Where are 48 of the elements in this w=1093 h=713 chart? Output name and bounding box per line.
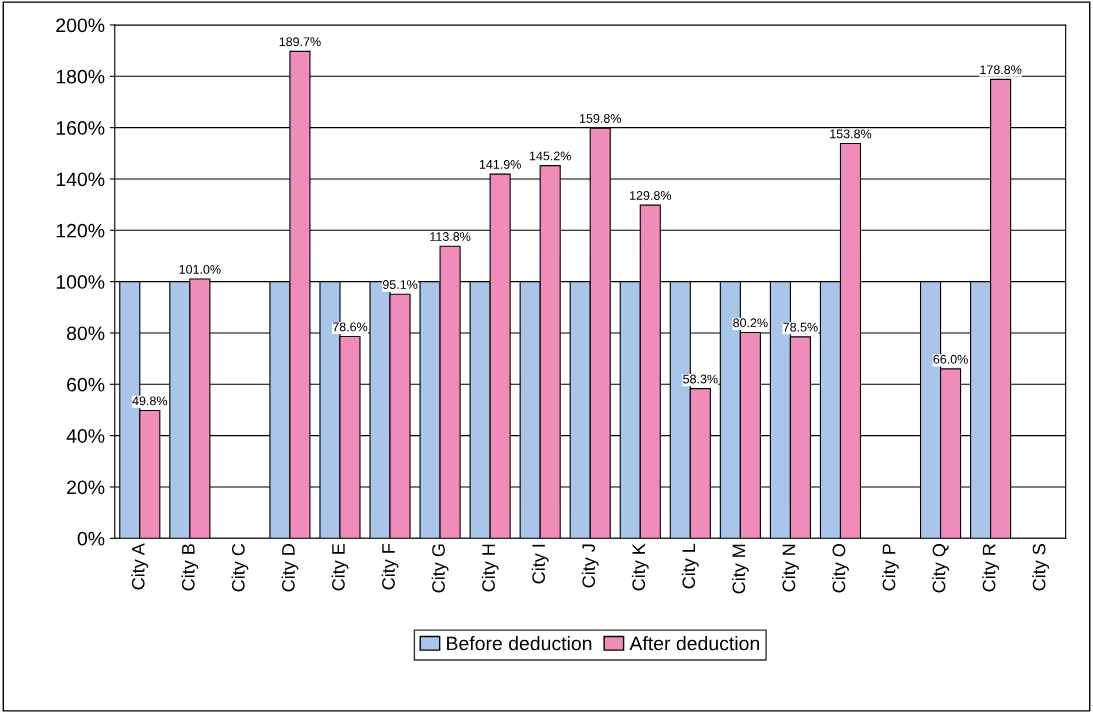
x-tick-label: City Q	[932, 544, 949, 593]
data-label: 80.2%	[733, 318, 768, 328]
data-label: 189.7%	[279, 37, 321, 47]
data-label: 58.3%	[683, 374, 718, 384]
x-tick-label: City H	[481, 544, 499, 592]
data-label: 145.2%	[529, 151, 571, 161]
data-label: 113.8%	[430, 232, 471, 241]
data-label: 78.6%	[332, 322, 368, 332]
data-label: 66.0%	[933, 354, 968, 364]
y-tick-label: 180%	[56, 69, 105, 84]
y-tick-label: 60%	[67, 377, 105, 392]
y-tick-label: 140%	[56, 172, 105, 187]
x-tick-label: City R	[982, 544, 1000, 592]
y-tick-label: 40%	[66, 429, 105, 443]
data-label: 178.8%	[980, 65, 1022, 75]
x-tick-label: City J	[581, 544, 599, 588]
y-tick-label: 20%	[67, 480, 105, 495]
data-label: 78.5%	[783, 322, 818, 332]
legend-label: Before deduction	[447, 636, 592, 651]
x-tick-label: City L	[681, 543, 699, 589]
x-tick-label: City D	[281, 544, 299, 592]
x-tick-label: City I	[531, 544, 549, 584]
y-tick-label: 120%	[56, 223, 105, 238]
y-tick-label: 100%	[56, 275, 105, 289]
data-label: 141.9%	[479, 159, 521, 169]
y-tick-label: 160%	[56, 121, 105, 135]
x-tick-label: City G	[431, 544, 449, 593]
y-tick-label: 200%	[56, 18, 105, 33]
data-label: 95.1%	[382, 280, 418, 289]
data-label: 129.8%	[630, 191, 672, 200]
x-tick-label: City A	[131, 543, 149, 590]
legend-label: After deduction	[629, 636, 759, 651]
x-tick-label: City F	[381, 543, 399, 590]
data-label: 153.8%	[830, 129, 872, 139]
x-tick-label: City M	[731, 544, 749, 594]
data-label: 159.8%	[579, 114, 621, 123]
x-tick-label: City K	[631, 543, 649, 591]
x-tick-label: City N	[782, 544, 799, 592]
data-label: 101.0%	[179, 264, 221, 274]
x-tick-label: City E	[331, 543, 349, 591]
x-tick-label: City O	[832, 544, 849, 593]
x-tick-label: City C	[231, 543, 249, 592]
y-tick-label: 80%	[66, 326, 105, 341]
y-tick-label: 0%	[77, 531, 105, 546]
x-tick-label: City S	[1032, 544, 1050, 591]
x-tick-label: City B	[181, 544, 199, 591]
data-label: 49.8%	[132, 396, 168, 406]
x-tick-label: City P	[882, 544, 899, 591]
